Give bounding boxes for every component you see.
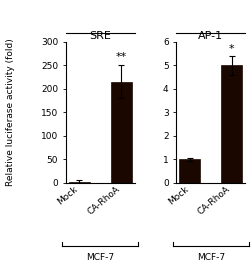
- Bar: [179, 159, 200, 183]
- Text: MCF-7: MCF-7: [86, 253, 114, 261]
- Title: SRE: SRE: [89, 31, 111, 41]
- Text: Relative luciferase activity (fold): Relative luciferase activity (fold): [6, 38, 15, 186]
- Title: AP-1: AP-1: [198, 31, 223, 41]
- Bar: [69, 182, 89, 183]
- Bar: [110, 82, 131, 183]
- Text: MCF-7: MCF-7: [196, 253, 224, 261]
- Bar: [220, 65, 241, 183]
- Text: *: *: [228, 44, 234, 54]
- Text: **: **: [115, 52, 127, 62]
